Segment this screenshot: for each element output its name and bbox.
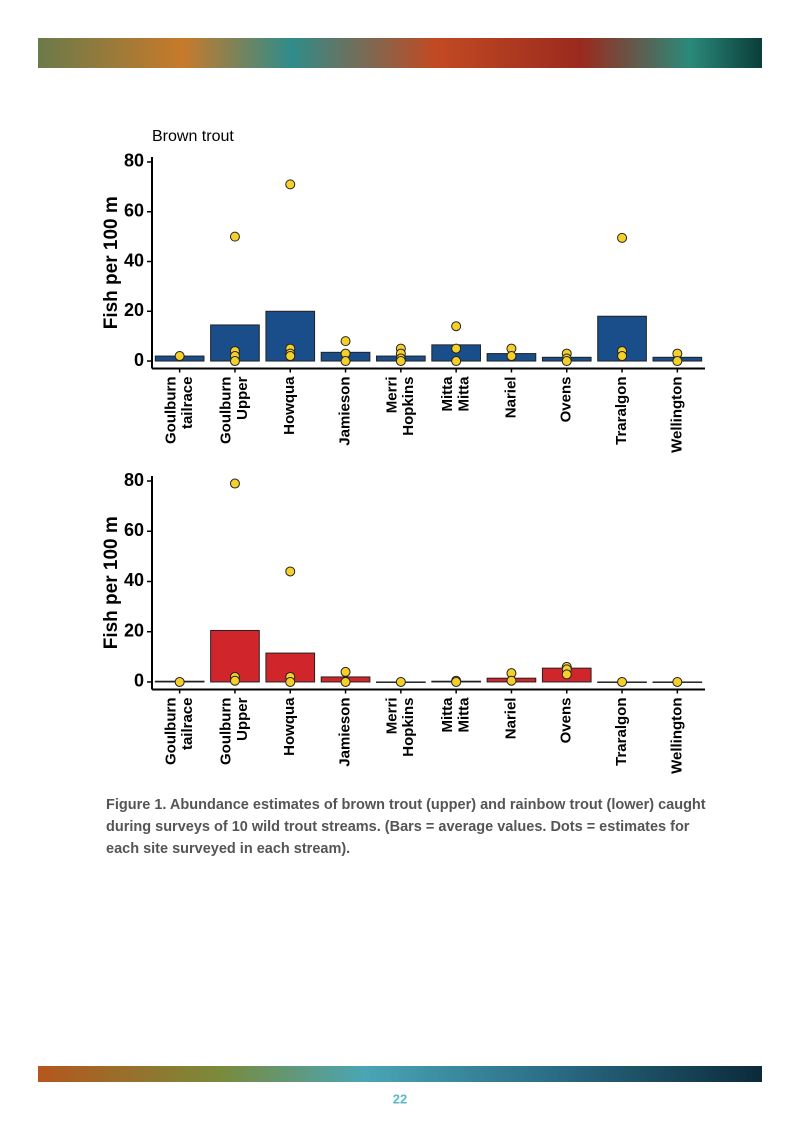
site-dot: [285, 351, 296, 362]
site-dot: [340, 336, 351, 347]
site-dot: [229, 231, 240, 242]
y-tick-label: 80: [124, 470, 144, 490]
site-dot: [229, 675, 240, 686]
site-dot: [451, 676, 462, 687]
site-dot: [340, 666, 351, 677]
caption: Figure 1. Abundance estimates of brown t…: [106, 797, 706, 857]
x-tick-label: MerriHopkins: [384, 698, 418, 757]
y-tick-label: 40: [124, 250, 144, 270]
y-tick-label: 40: [124, 570, 144, 590]
y-tick-label: 80: [124, 151, 144, 171]
x-tick-label: Jamieson: [337, 377, 354, 446]
y-tick-label: 0: [134, 350, 144, 370]
chart-title: Brown trout: [152, 128, 234, 145]
site-dot: [561, 356, 572, 367]
x-tick-label: Howqua: [281, 376, 298, 435]
x-tick-label: Goulburntailrace: [162, 377, 196, 445]
page-number: 22: [393, 1091, 407, 1106]
site-dot: [617, 351, 628, 362]
site-dot: [451, 321, 462, 332]
y-tick-label: 20: [124, 620, 144, 640]
site-dot: [174, 676, 185, 687]
x-tick-label: Nariel: [502, 698, 519, 740]
x-tick-label: GoulburnUpper: [218, 697, 252, 765]
site-dot: [561, 669, 572, 680]
top-banner: [38, 38, 762, 68]
site-dot: [340, 356, 351, 367]
site-dot: [506, 351, 517, 362]
site-dot: [672, 356, 683, 367]
x-tick-label: GoulburnUpper: [218, 376, 252, 444]
x-tick-label: Ovens: [558, 377, 575, 423]
x-tick-label: Nariel: [502, 377, 519, 419]
site-dot: [617, 676, 628, 687]
site-dot: [340, 676, 351, 687]
x-tick-label: Wellington: [668, 377, 685, 453]
site-dot: [451, 343, 462, 354]
x-tick-label: Howqua: [281, 697, 298, 756]
y-axis-label: Fish per 100 m: [101, 516, 122, 649]
site-dot: [672, 676, 683, 687]
x-tick-label: MerriHopkins: [384, 377, 418, 436]
y-tick-label: 20: [124, 300, 144, 320]
x-tick-label: Goulburntailrace: [162, 698, 196, 766]
x-tick-label: Ovens: [558, 698, 575, 744]
site-dot: [285, 179, 296, 190]
site-dot: [395, 356, 406, 367]
y-tick-label: 0: [134, 671, 144, 691]
site-dot: [229, 356, 240, 367]
y-tick-label: 60: [124, 520, 144, 540]
site-dot: [617, 232, 628, 243]
x-tick-label: Jamieson: [337, 698, 354, 767]
site-dot: [285, 676, 296, 687]
site-dot: [506, 675, 517, 686]
x-tick-label: MittaMitta: [439, 376, 473, 412]
x-tick-label: Wellington: [668, 698, 685, 774]
bottom-banner: [38, 1066, 762, 1082]
y-axis-label: Fish per 100 m: [101, 196, 122, 329]
site-dot: [285, 566, 296, 577]
x-tick-label: Traralgon: [613, 377, 630, 445]
x-tick-label: MittaMitta: [439, 697, 473, 733]
y-tick-label: 60: [124, 200, 144, 220]
site-dot: [229, 478, 240, 489]
x-tick-label: Traralgon: [613, 698, 630, 766]
site-dot: [174, 351, 185, 362]
site-dot: [451, 356, 462, 367]
site-dot: [395, 676, 406, 687]
